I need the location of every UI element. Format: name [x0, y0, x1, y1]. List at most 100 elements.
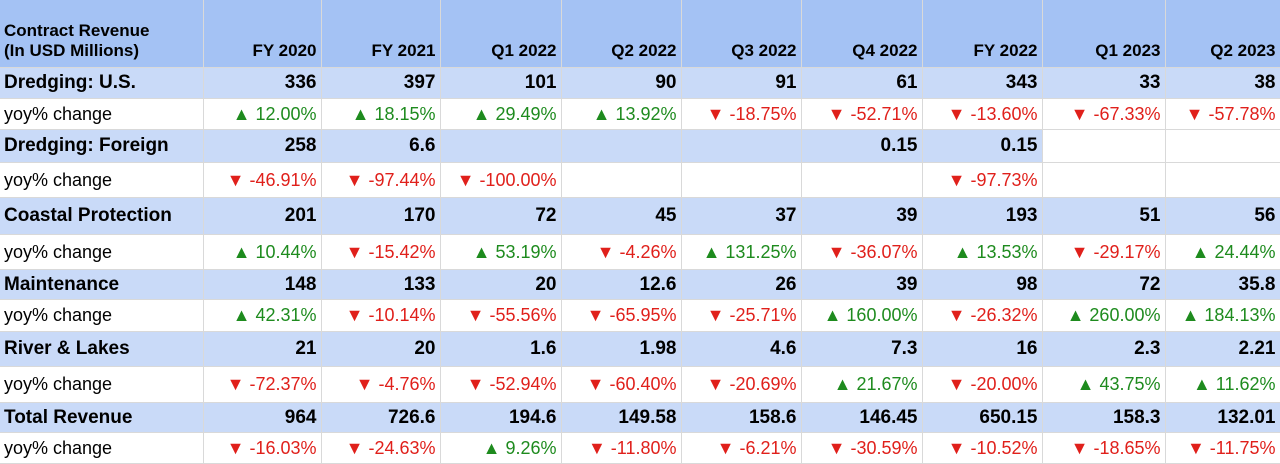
- value-cell: 149.58: [561, 402, 682, 433]
- yoy-label: yoy% change: [0, 432, 204, 464]
- value-cell: 1.6: [440, 331, 562, 367]
- yoy-cell: ▼ -11.80%: [561, 432, 682, 464]
- header-row: Contract Revenue (In USD Millions) FY 20…: [0, 0, 1280, 68]
- yoy-cell: ▼ -13.60%: [922, 98, 1043, 130]
- value-cell: 201: [203, 197, 322, 235]
- value-cell: [1165, 129, 1280, 163]
- yoy-cell: ▲ 9.26%: [440, 432, 562, 464]
- value-cell: [440, 129, 562, 163]
- yoy-cell: ▼ -46.91%: [203, 162, 322, 198]
- value-cell: 61: [801, 67, 923, 99]
- column-header: Q1 2022: [440, 0, 562, 68]
- value-cell: 37: [681, 197, 802, 235]
- value-cell: 1.98: [561, 331, 682, 367]
- segment-label: Dredging: U.S.: [0, 67, 204, 99]
- segment-label: Total Revenue: [0, 402, 204, 433]
- yoy-cell: ▼ -10.52%: [922, 432, 1043, 464]
- value-cell: 91: [681, 67, 802, 99]
- value-cell: 964: [203, 402, 322, 433]
- yoy-label: yoy% change: [0, 162, 204, 198]
- yoy-cell: ▼ -6.21%: [681, 432, 802, 464]
- yoy-cell: ▼ -4.26%: [561, 234, 682, 270]
- yoy-cell: ▲ 10.44%: [203, 234, 322, 270]
- yoy-cell: ▲ 53.19%: [440, 234, 562, 270]
- yoy-cell: ▲ 43.75%: [1042, 366, 1166, 403]
- yoy-cell: ▼ -26.32%: [922, 299, 1043, 332]
- value-cell: 397: [321, 67, 441, 99]
- yoy-cell: ▼ -57.78%: [1165, 98, 1280, 130]
- yoy-cell: [1165, 162, 1280, 198]
- header-label-line-2: (In USD Millions): [4, 41, 140, 60]
- yoy-cell: [801, 162, 923, 198]
- yoy-cell: ▼ -20.00%: [922, 366, 1043, 403]
- value-cell: 7.3: [801, 331, 923, 367]
- column-header: FY 2020: [203, 0, 322, 68]
- value-cell: 33: [1042, 67, 1166, 99]
- column-header: Q1 2023: [1042, 0, 1166, 68]
- value-cell: 20: [321, 331, 441, 367]
- yoy-cell: ▲ 11.62%: [1165, 366, 1280, 403]
- yoy-row: yoy% change ▲ 12.00% ▲ 18.15% ▲ 29.49% ▲ 13.…: [0, 98, 1280, 130]
- segment-row: Dredging: Foreign 258 6.6 0.15 0.15: [0, 129, 1280, 163]
- column-header: Q4 2022: [801, 0, 923, 68]
- value-cell: 72: [440, 197, 562, 235]
- value-cell: 12.6: [561, 269, 682, 300]
- segment-label: Maintenance: [0, 269, 204, 300]
- yoy-cell: ▲ 160.00%: [801, 299, 923, 332]
- value-cell: 148: [203, 269, 322, 300]
- value-cell: 133: [321, 269, 441, 300]
- segment-row: Dredging: U.S. 336 397 101 90 91 61 343 33 38: [0, 67, 1280, 99]
- value-cell: 56: [1165, 197, 1280, 235]
- value-cell: 2.3: [1042, 331, 1166, 367]
- yoy-cell: ▼ -29.17%: [1042, 234, 1166, 270]
- value-cell: 726.6: [321, 402, 441, 433]
- value-cell: 39: [801, 197, 923, 235]
- yoy-cell: ▼ -67.33%: [1042, 98, 1166, 130]
- value-cell: 101: [440, 67, 562, 99]
- yoy-label: yoy% change: [0, 98, 204, 130]
- table-body: Dredging: U.S. 336 397 101 90 91 61 343 33 38 yoy%…: [0, 67, 1280, 464]
- yoy-cell: ▼ -18.65%: [1042, 432, 1166, 464]
- yoy-row: yoy% change ▲ 10.44% ▼ -15.42% ▲ 53.19% ▼ -4…: [0, 234, 1280, 270]
- yoy-cell: ▼ -25.71%: [681, 299, 802, 332]
- yoy-cell: ▲ 29.49%: [440, 98, 562, 130]
- yoy-cell: ▼ -18.75%: [681, 98, 802, 130]
- yoy-cell: ▲ 13.92%: [561, 98, 682, 130]
- value-cell: 90: [561, 67, 682, 99]
- yoy-cell: ▲ 13.53%: [922, 234, 1043, 270]
- yoy-cell: ▼ -52.71%: [801, 98, 923, 130]
- value-cell: 170: [321, 197, 441, 235]
- yoy-cell: ▼ -10.14%: [321, 299, 441, 332]
- yoy-cell: ▲ 131.25%: [681, 234, 802, 270]
- segment-label: River & Lakes: [0, 331, 204, 367]
- value-cell: 35.8: [1165, 269, 1280, 300]
- value-cell: 20: [440, 269, 562, 300]
- yoy-cell: ▼ -55.56%: [440, 299, 562, 332]
- yoy-cell: ▼ -30.59%: [801, 432, 923, 464]
- value-cell: 39: [801, 269, 923, 300]
- yoy-row: yoy% change ▼ -46.91% ▼ -97.44% ▼ -100.00% ▼…: [0, 162, 1280, 198]
- yoy-label: yoy% change: [0, 299, 204, 332]
- value-cell: 16: [922, 331, 1043, 367]
- yoy-cell: [681, 162, 802, 198]
- column-header: FY 2022: [922, 0, 1043, 68]
- value-cell: 650.15: [922, 402, 1043, 433]
- header-label: Contract Revenue (In USD Millions): [0, 0, 204, 68]
- yoy-cell: ▼ -100.00%: [440, 162, 562, 198]
- yoy-row: yoy% change ▲ 42.31% ▼ -10.14% ▼ -55.56% ▼ -…: [0, 299, 1280, 332]
- yoy-cell: ▼ -15.42%: [321, 234, 441, 270]
- value-cell: 45: [561, 197, 682, 235]
- value-cell: 51: [1042, 197, 1166, 235]
- yoy-cell: [561, 162, 682, 198]
- value-cell: 6.6: [321, 129, 441, 163]
- yoy-cell: ▼ -97.44%: [321, 162, 441, 198]
- segment-row: Total Revenue 964 726.6 194.6 149.58 158.6 146…: [0, 402, 1280, 433]
- yoy-cell: ▼ -20.69%: [681, 366, 802, 403]
- yoy-cell: ▼ -4.76%: [321, 366, 441, 403]
- yoy-cell: ▼ -24.63%: [321, 432, 441, 464]
- yoy-cell: ▲ 184.13%: [1165, 299, 1280, 332]
- value-cell: 2.21: [1165, 331, 1280, 367]
- segment-label: Coastal Protection: [0, 197, 204, 235]
- value-cell: 98: [922, 269, 1043, 300]
